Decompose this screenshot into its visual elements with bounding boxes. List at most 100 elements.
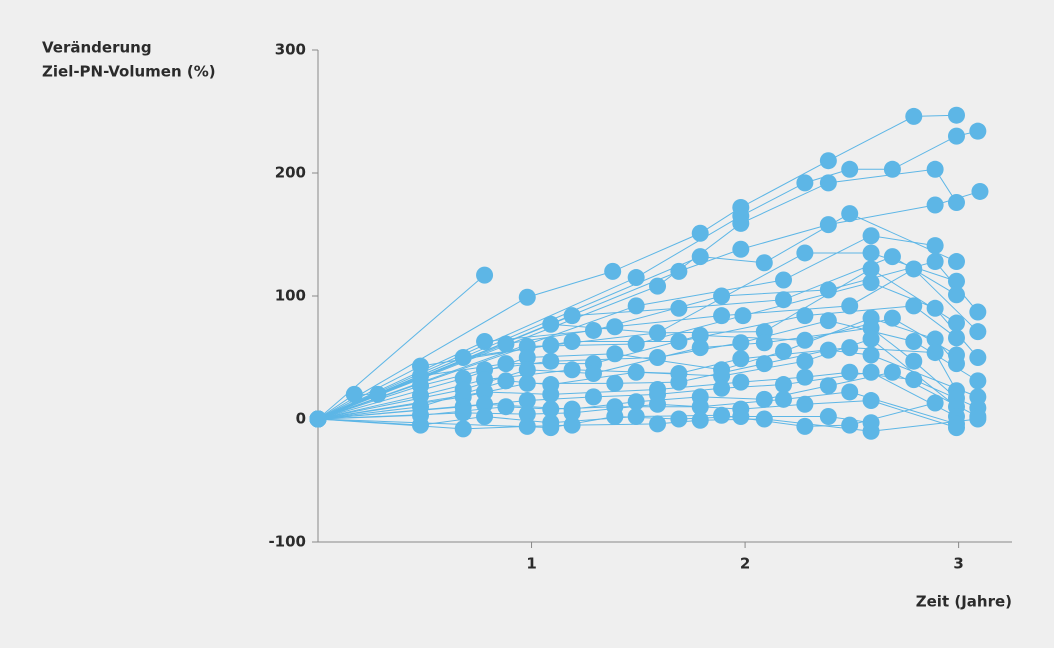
x-tick-label: 3	[953, 555, 963, 573]
data-point	[819, 216, 837, 234]
data-point	[947, 355, 965, 373]
data-point	[971, 182, 989, 200]
data-point	[691, 224, 709, 242]
data-point	[497, 355, 515, 373]
data-point	[883, 160, 901, 178]
data-point	[862, 330, 880, 348]
x-tick-label: 2	[740, 555, 750, 573]
data-point	[606, 374, 624, 392]
data-point	[627, 269, 645, 287]
data-point	[947, 329, 965, 347]
data-point	[926, 344, 944, 362]
data-point	[732, 240, 750, 258]
data-point	[649, 415, 667, 433]
data-point	[862, 227, 880, 245]
data-point	[476, 383, 494, 401]
data-point	[947, 419, 965, 437]
data-point	[947, 106, 965, 124]
data-point	[947, 314, 965, 332]
data-point	[518, 405, 536, 423]
data-point	[862, 414, 880, 432]
data-point	[819, 408, 837, 426]
data-point	[926, 330, 944, 348]
data-point	[476, 371, 494, 389]
series-line	[317, 256, 957, 420]
data-point	[947, 286, 965, 304]
data-point	[649, 349, 667, 366]
data-point	[883, 248, 901, 266]
y-axis-title: Veränderung	[42, 39, 152, 57]
data-point	[732, 408, 750, 426]
data-point	[969, 303, 987, 321]
data-point	[563, 416, 581, 434]
data-point	[606, 345, 624, 363]
data-point	[518, 392, 536, 410]
data-point	[883, 309, 901, 327]
data-point	[454, 349, 472, 366]
data-point	[670, 262, 688, 280]
data-point	[947, 127, 965, 145]
data-point	[926, 299, 944, 317]
data-point	[969, 410, 987, 428]
data-point	[476, 408, 494, 426]
x-axis-title: Zeit (Jahre)	[916, 593, 1012, 611]
data-point	[411, 416, 429, 434]
data-point	[454, 420, 472, 438]
data-point	[627, 408, 645, 426]
series-line	[317, 114, 957, 420]
data-point	[713, 307, 731, 325]
data-point	[796, 331, 814, 349]
data-point	[497, 372, 515, 390]
data-point	[926, 253, 944, 271]
data-point	[905, 260, 923, 278]
data-point	[947, 253, 965, 271]
data-point	[518, 361, 536, 379]
series-line	[317, 274, 485, 420]
data-point	[691, 339, 709, 357]
data-point	[670, 373, 688, 391]
data-point	[905, 352, 923, 370]
data-point	[819, 152, 837, 170]
data-point	[755, 355, 773, 373]
data-point	[926, 196, 944, 214]
data-point	[796, 174, 814, 192]
data-point	[476, 395, 494, 413]
data-point	[775, 376, 793, 394]
data-point	[819, 174, 837, 192]
data-point	[542, 315, 560, 333]
data-point	[969, 122, 987, 140]
data-point	[518, 349, 536, 366]
data-point	[476, 333, 494, 351]
data-point	[542, 400, 560, 418]
data-point	[454, 404, 472, 422]
data-point	[883, 363, 901, 381]
data-point	[841, 363, 859, 381]
data-point	[542, 352, 560, 370]
data-point	[841, 205, 859, 223]
data-point	[584, 321, 602, 339]
data-point	[926, 394, 944, 412]
data-point	[796, 368, 814, 386]
data-point	[497, 335, 515, 353]
data-point	[755, 390, 773, 408]
data-point	[649, 324, 667, 342]
data-point	[563, 307, 581, 325]
data-point	[796, 352, 814, 370]
data-point	[713, 287, 731, 305]
data-point	[518, 288, 536, 306]
data-point	[819, 341, 837, 359]
data-point	[862, 363, 880, 381]
data-point	[691, 411, 709, 429]
data-point	[627, 297, 645, 315]
data-point	[345, 385, 363, 403]
data-point	[905, 107, 923, 125]
data-point	[732, 350, 750, 368]
data-point	[841, 339, 859, 357]
data-point	[969, 372, 987, 390]
data-point	[518, 374, 536, 392]
data-point	[862, 273, 880, 291]
data-point	[905, 371, 923, 389]
data-point	[627, 335, 645, 353]
data-point	[775, 390, 793, 408]
